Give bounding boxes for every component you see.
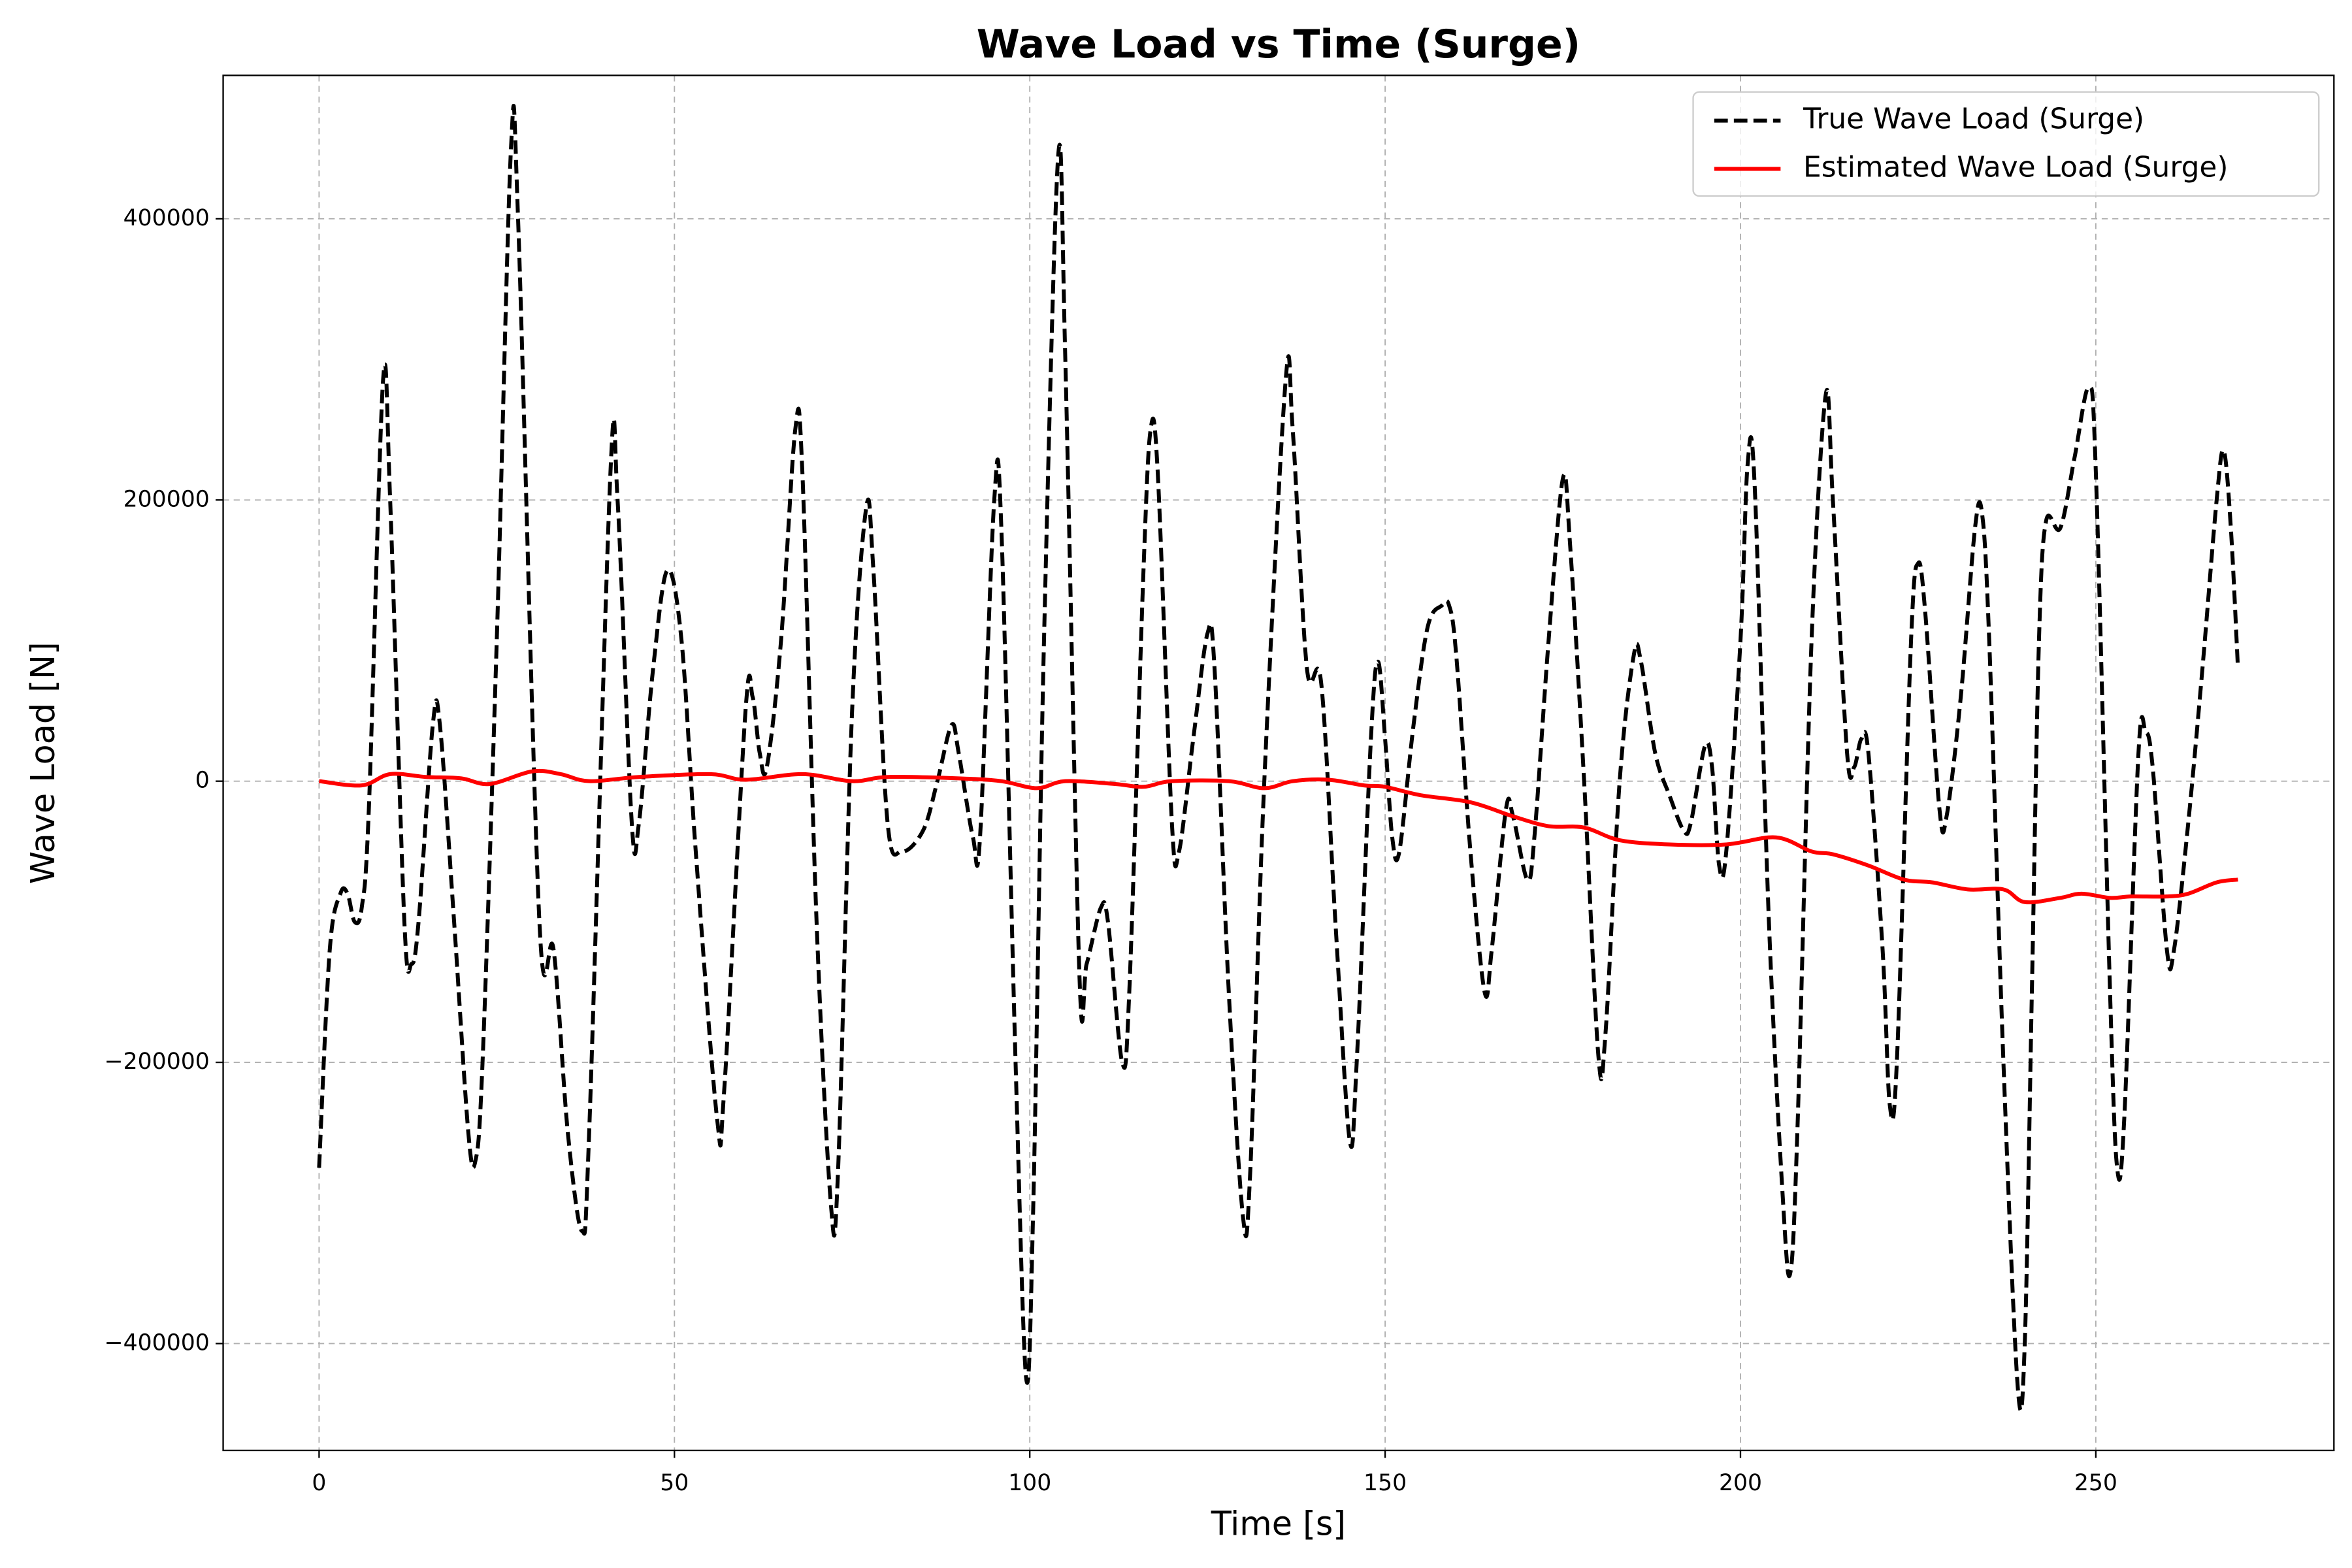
y-tick-label: −400000 [105,1330,210,1356]
y-tick-label: −200000 [105,1049,210,1075]
legend-box [1692,91,2320,197]
x-tick-label: 0 [312,1470,326,1496]
data-line [319,768,2238,905]
x-tick-label: 50 [660,1470,689,1496]
chart-title: Wave Load vs Time (Surge) [977,22,1580,67]
y-tick-label: 400000 [123,205,210,231]
x-tick-label: 250 [2074,1470,2117,1496]
x-tick-label: 200 [1719,1470,1762,1496]
x-axis-label: Time [s] [1211,1504,1346,1543]
y-axis-label: Wave Load [N] [24,642,62,884]
x-tick-label: 150 [1364,1470,1407,1496]
legend-label: Estimated Wave Load (Surge) [1803,150,2228,184]
legend-label: True Wave Load (Surge) [1803,103,2144,136]
x-tick-label: 100 [1008,1470,1051,1496]
data-line [317,103,2240,1413]
y-tick-label: 200000 [123,486,210,512]
y-tick-label: 0 [195,768,210,794]
plot-frame [222,74,2335,1452]
